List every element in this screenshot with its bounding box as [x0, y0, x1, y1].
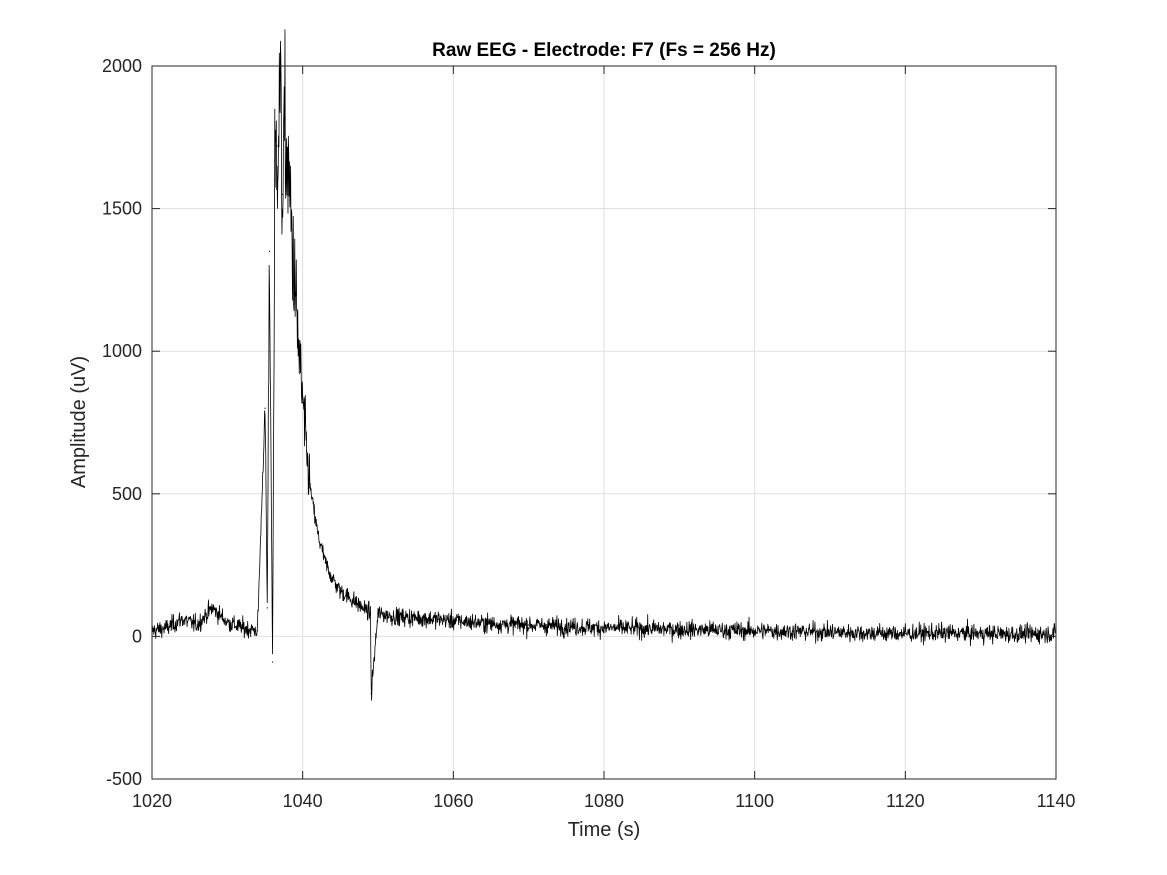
y-tick-label: 500 [112, 484, 142, 504]
data-point [266, 607, 268, 609]
data-point [294, 293, 296, 295]
data-point [166, 627, 168, 629]
x-axis-label: Time (s) [568, 819, 641, 841]
data-point [241, 627, 243, 629]
data-point [339, 590, 341, 592]
data-point [754, 630, 756, 632]
x-tick-label: 1100 [735, 791, 774, 811]
data-point [281, 193, 283, 195]
eeg-signal-line [151, 29, 1057, 701]
data-point [324, 561, 326, 563]
data-layer [151, 29, 1057, 701]
x-tick-label: 1020 [132, 791, 172, 811]
data-point [302, 401, 304, 404]
y-axis-label: Amplitude (uV) [68, 356, 90, 488]
data-point [867, 632, 869, 634]
data-point [362, 607, 364, 609]
data-point [332, 578, 334, 580]
data-point [305, 450, 308, 452]
x-tick-label: 1120 [886, 791, 925, 811]
data-point [181, 618, 183, 620]
data-point [791, 630, 793, 632]
data-point [276, 145, 278, 147]
x-tick-label: 1080 [584, 791, 624, 811]
data-point [678, 628, 680, 630]
data-point [274, 179, 276, 181]
chart-title: Raw EEG - Electrode: F7 (Fs = 256 Hz) [432, 40, 776, 61]
data-point [942, 632, 944, 634]
data-point [565, 625, 567, 628]
data-point [1017, 633, 1019, 635]
ticks [151, 65, 1057, 780]
data-point [829, 631, 831, 633]
data-point [452, 620, 454, 622]
data-point [196, 624, 198, 626]
data-point [287, 165, 289, 167]
data-point [716, 629, 718, 631]
y-tick-label: 2000 [102, 56, 142, 76]
data-point [370, 692, 372, 695]
x-tick-label: 1140 [1037, 791, 1076, 811]
data-point [268, 250, 271, 252]
data-point [347, 595, 349, 598]
x-tick-label: 1040 [283, 791, 323, 811]
data-point [528, 624, 530, 626]
data-point [256, 630, 259, 632]
data-point [369, 612, 372, 615]
x-tick-label: 1060 [433, 791, 473, 811]
data-point [298, 350, 300, 352]
data-point [290, 222, 292, 224]
data-point [377, 612, 379, 615]
data-point [392, 615, 394, 618]
data-point [415, 617, 417, 619]
data-point [904, 632, 906, 635]
data-point [490, 622, 492, 625]
data-point [980, 632, 982, 635]
data-point [641, 627, 643, 630]
y-tick-label: 1000 [102, 341, 142, 361]
data-point [283, 133, 286, 136]
y-tick-label: 1500 [102, 199, 142, 219]
data-point [603, 627, 605, 629]
data-point [264, 407, 266, 409]
y-tick-label: -500 [106, 769, 142, 789]
data-point [354, 601, 356, 603]
data-point [317, 533, 319, 535]
data-point [279, 88, 281, 90]
data-point [211, 607, 213, 609]
data-point [437, 618, 439, 620]
tick-labels: 1020 1040 1060 1080 1100 1120 1140 -500 0 500 1000… [102, 56, 1075, 811]
data-point [226, 621, 228, 623]
y-tick-label: 0 [132, 626, 142, 646]
data-point [309, 487, 311, 489]
data-point [271, 661, 274, 663]
